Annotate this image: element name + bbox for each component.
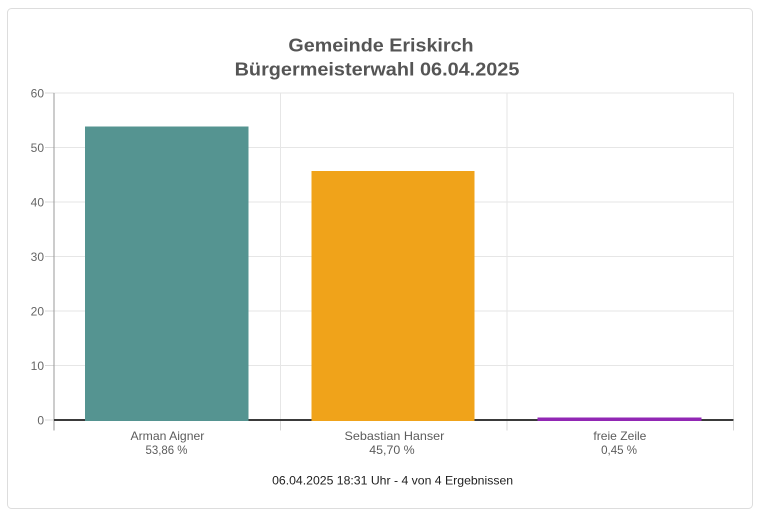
svg-text:30: 30 bbox=[31, 250, 45, 264]
svg-text:53,86 %: 53,86 % bbox=[146, 443, 188, 457]
svg-text:45,70 %: 45,70 % bbox=[369, 443, 415, 457]
svg-text:50: 50 bbox=[31, 141, 45, 155]
svg-text:40: 40 bbox=[31, 195, 45, 209]
svg-text:Bürgermeisterwahl 06.04.2025: Bürgermeisterwahl 06.04.2025 bbox=[235, 59, 520, 79]
svg-text:20: 20 bbox=[31, 304, 45, 318]
svg-text:Sebastian Hanser: Sebastian Hanser bbox=[345, 429, 445, 443]
svg-text:06.04.2025 18:31 Uhr - 4 von 4: 06.04.2025 18:31 Uhr - 4 von 4 Ergebniss… bbox=[272, 473, 513, 487]
svg-text:10: 10 bbox=[31, 359, 45, 373]
svg-text:0,45 %: 0,45 % bbox=[601, 443, 637, 457]
svg-text:freie Zeile: freie Zeile bbox=[593, 429, 646, 443]
svg-text:60: 60 bbox=[31, 86, 45, 100]
svg-text:0: 0 bbox=[37, 413, 44, 427]
svg-text:Gemeinde Eriskirch: Gemeinde Eriskirch bbox=[288, 35, 473, 55]
svg-text:Arman Aigner: Arman Aigner bbox=[131, 429, 205, 443]
